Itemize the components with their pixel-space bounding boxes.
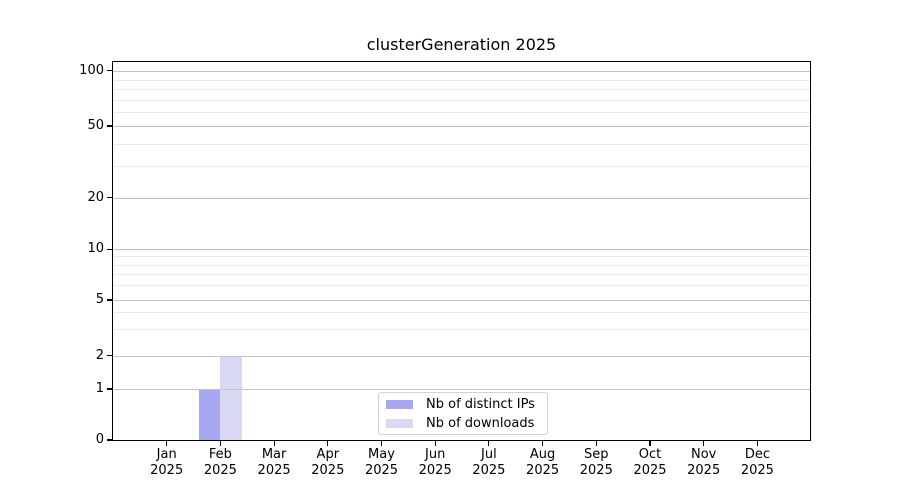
- x-tick-label: Jan 2025: [150, 447, 184, 478]
- y-tick-label: 20: [87, 189, 104, 205]
- x-tick-mark: [488, 441, 490, 446]
- x-tick-mark: [166, 441, 168, 446]
- y-gridline-minor: [113, 284, 810, 286]
- bar-downloads: [220, 355, 242, 440]
- y-tick-mark: [107, 196, 112, 199]
- x-tick-mark: [219, 441, 221, 446]
- x-tick-label: Mar 2025: [257, 447, 291, 478]
- legend-item-downloads: Nb of downloads: [386, 416, 541, 431]
- y-gridline-major: [113, 125, 810, 127]
- x-tick-mark: [273, 441, 275, 446]
- x-tick-label: Dec 2025: [740, 447, 774, 478]
- y-tick-mark: [107, 125, 112, 127]
- y-gridline-minor: [113, 311, 810, 313]
- y-gridline-minor: [113, 256, 810, 258]
- y-gridline-major: [113, 70, 810, 72]
- x-tick-mark: [649, 441, 651, 446]
- plot-area: Nb of distinct IPs Nb of downloads: [112, 61, 811, 441]
- chart-title: clusterGeneration 2025: [366, 35, 557, 54]
- y-gridline-major: [113, 249, 810, 251]
- x-tick-mark: [756, 441, 758, 446]
- x-tick-label: Feb 2025: [203, 447, 237, 478]
- y-tick-mark: [107, 299, 112, 301]
- bars-layer: [113, 62, 810, 440]
- y-gridline-minor: [113, 264, 810, 266]
- x-tick-mark: [380, 441, 383, 446]
- y-gridline-minor: [113, 329, 810, 331]
- y-tick-mark: [107, 388, 112, 390]
- y-gridline-minor: [113, 111, 810, 113]
- y-tick-mark: [107, 69, 112, 72]
- y-gridline-minor: [113, 274, 810, 276]
- y-gridline-minor: [113, 89, 810, 91]
- bar-distinct-ips: [198, 389, 221, 440]
- y-gridline-minor: [113, 99, 810, 101]
- legend-label-downloads: Nb of downloads: [426, 415, 535, 431]
- x-tick-mark: [327, 441, 329, 446]
- x-tick-label: Apr 2025: [311, 447, 345, 478]
- y-tick-mark: [107, 439, 112, 441]
- y-tick-label: 10: [87, 241, 104, 257]
- legend: Nb of distinct IPs Nb of downloads: [378, 392, 548, 435]
- x-tick-label: Sep 2025: [579, 447, 613, 478]
- y-gridline-major: [113, 197, 810, 199]
- grid-layer: [113, 62, 810, 440]
- y-gridline-major: [113, 355, 810, 357]
- legend-label-distinct-ips: Nb of distinct IPs: [426, 396, 535, 412]
- x-tick-mark: [595, 441, 597, 446]
- y-tick-label: 100: [79, 62, 104, 78]
- y-tick-mark: [107, 354, 112, 357]
- y-tick-label: 0: [95, 432, 104, 447]
- y-gridline-minor: [113, 79, 810, 81]
- y-gridline-major: [113, 389, 810, 390]
- y-tick-label: 50: [87, 117, 104, 133]
- x-tick-label: Jul 2025: [472, 447, 506, 478]
- y-gridline-minor: [113, 165, 810, 167]
- y-tick-mark: [107, 248, 112, 251]
- x-tick-mark: [434, 441, 436, 446]
- x-tick-label: Nov 2025: [687, 447, 721, 478]
- y-gridline-minor: [113, 143, 810, 145]
- legend-item-distinct-ips: Nb of distinct IPs: [386, 397, 541, 412]
- x-tick-label: Oct 2025: [633, 447, 667, 478]
- x-tick-label: May 2025: [364, 447, 399, 478]
- y-gridline-major: [113, 299, 810, 301]
- y-tick-label: 2: [95, 347, 104, 363]
- y-tick-label: 1: [95, 381, 104, 396]
- y-tick-label: 5: [95, 291, 104, 307]
- legend-swatch-distinct-ips: [386, 399, 413, 409]
- legend-swatch-downloads: [386, 418, 413, 428]
- x-tick-label: Aug 2025: [526, 447, 560, 478]
- x-tick-mark: [542, 441, 544, 446]
- x-tick-label: Jun 2025: [418, 447, 452, 478]
- x-tick-mark: [703, 441, 705, 446]
